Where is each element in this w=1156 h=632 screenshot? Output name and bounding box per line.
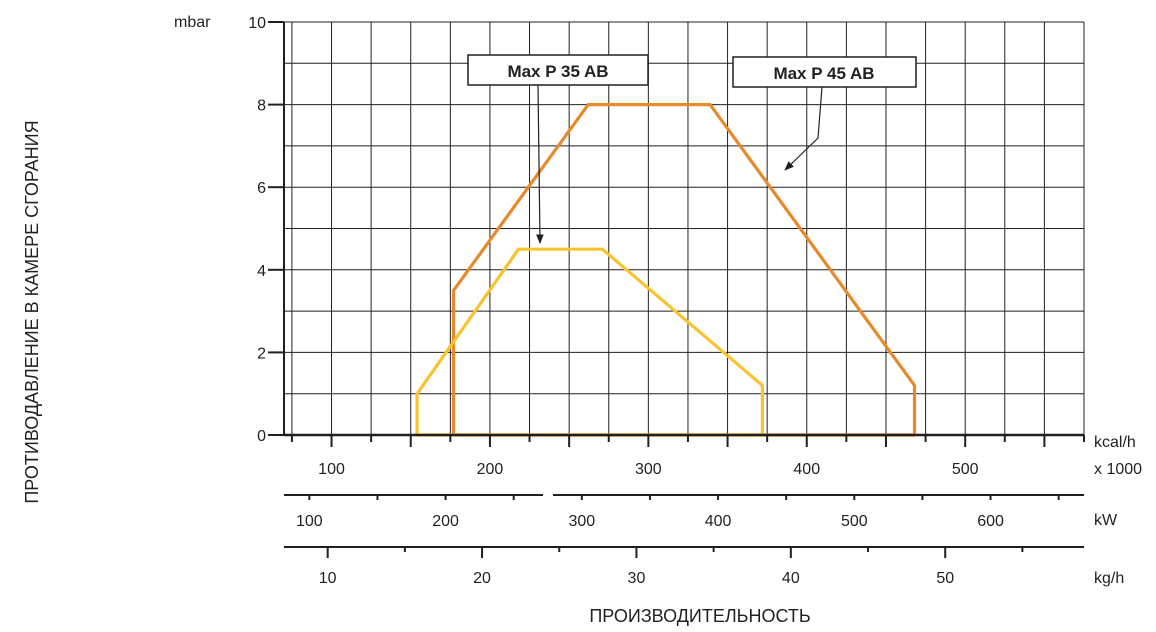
x-axis-title: ПРОИЗВОДИТЕЛЬНОСТЬ [589,606,810,626]
y-tick-label: 4 [257,263,266,280]
label-max-p-35-ab: Max P 35 AB [507,62,608,81]
x-tick-label-kgh: 10 [319,570,337,587]
x-tick-label-kgh: 30 [628,570,646,587]
x-tick-label-kw: 200 [432,513,459,530]
y-tick-label: 6 [257,180,266,197]
label-box-max-p-45-ab [732,56,917,88]
x-tick-label-kcal: 400 [793,461,820,478]
x-tick-label-kcal: 100 [318,461,345,478]
y-tick-label: 2 [257,345,266,362]
x-tick-label-kw: 100 [296,513,323,530]
x-tick-label-kw: 500 [841,513,868,530]
series-labels: Max P 35 AB Max P 45 AB [467,54,917,244]
y-tick-label: 10 [248,15,266,32]
x-tick-label-kcal: 500 [952,461,979,478]
x-unit-kcal: kcal/h [1094,434,1136,451]
x-tick-label-kgh: 50 [936,570,954,587]
x-unit-kcal-multiplier: x 1000 [1094,461,1142,478]
x-tick-label-kw: 300 [568,513,595,530]
grid [284,21,1085,435]
x-tick-label-kw: 600 [977,513,1004,530]
x-tick-label-kw: 400 [705,513,732,530]
label-max-p-45-ab: Max P 45 AB [773,64,874,83]
x-unit-kw: kW [1094,512,1118,529]
x-tick-label-kcal: 200 [477,461,504,478]
arrow-max-p-45-ab [784,86,823,171]
y-axis-title: ПРОТИВОДАВЛЕНИЕ В КАМЕРЕ СГОРАНИЯ [22,120,42,503]
x-tick-label-kgh: 20 [473,570,491,587]
label-box-max-p-35-ab [467,54,649,86]
arrow-max-p-35-ab [536,84,544,244]
x-tick-label-kgh: 40 [782,570,800,587]
y-tick-label: 8 [257,98,266,115]
y-unit-label: mbar [174,14,211,31]
x-unit-kgh: kg/h [1094,570,1124,587]
axes: 0 2 4 6 8 10 100 200 300 400 500 100 200 300 400 500 600… [248,15,1085,587]
x-tick-label-kcal: 300 [635,461,662,478]
series-max-p-35-ab [415,247,765,437]
y-tick-label: 0 [257,428,266,445]
